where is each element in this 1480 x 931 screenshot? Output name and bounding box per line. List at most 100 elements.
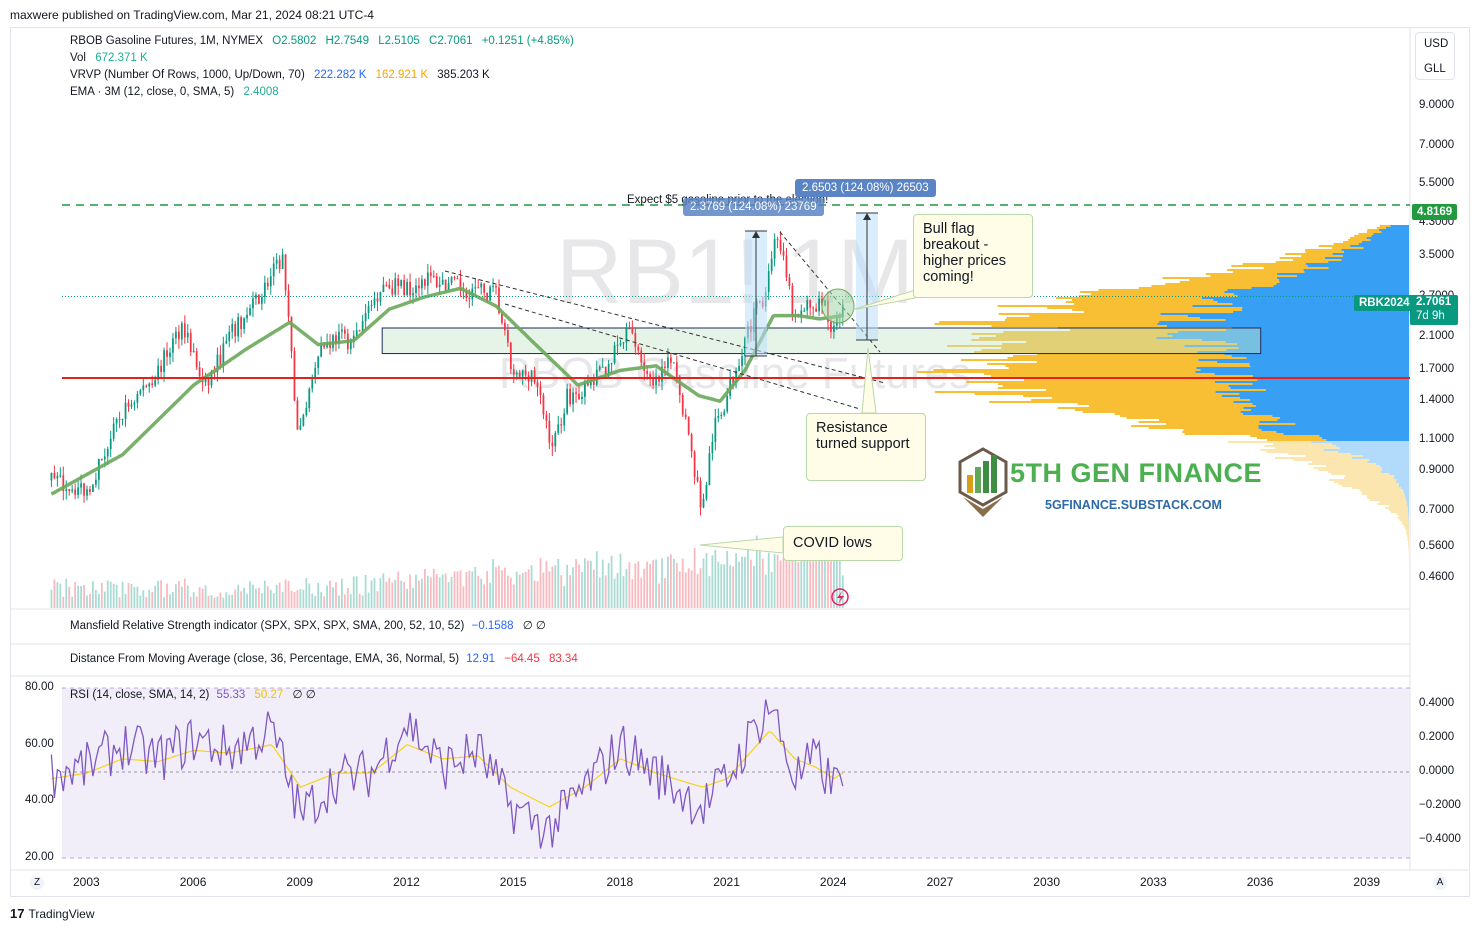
volume-bar <box>370 580 373 608</box>
volume-profile-up-row <box>1195 371 1409 373</box>
candle-body <box>269 276 272 287</box>
volume-bar <box>216 596 219 608</box>
volume-profile-down-row <box>1408 541 1409 543</box>
currency-unit-selector[interactable] <box>1415 32 1455 80</box>
volume-profile-up-row <box>1215 391 1409 393</box>
lightning-icon-glyph <box>837 591 844 604</box>
candle-body <box>456 278 459 280</box>
unit-button[interactable]: GLL <box>1424 63 1446 75</box>
legend-ema[interactable]: EMA · 3M (12, close, 0, SMA, 5) 2.4008 <box>70 86 285 98</box>
covid-callout[interactable]: COVID lows <box>783 526 903 561</box>
candle-body <box>204 378 207 383</box>
volume-bar <box>773 554 776 608</box>
mansfield-legend[interactable]: Mansfield Relative Strength indicator (S… <box>70 618 546 632</box>
rsi-legend[interactable]: RSI (14, close, SMA, 14, 2) 55.33 50.27 … <box>70 687 316 701</box>
volume-profile-up-row <box>1224 291 1409 293</box>
candle-body <box>684 414 687 418</box>
volume-bar <box>204 585 207 608</box>
volume-bar <box>358 593 361 608</box>
bull-flag-callout[interactable]: Bull flag breakout - higher prices comin… <box>913 214 1033 298</box>
volume-profile-up-row <box>1201 297 1409 299</box>
volume-bar <box>95 589 97 608</box>
auto-scale-button[interactable]: A <box>1433 876 1447 890</box>
volume-bar <box>219 592 222 608</box>
volume-profile-up-row <box>1408 517 1409 519</box>
price-tick-label: 1.4000 <box>1419 394 1455 407</box>
volume-bar <box>794 556 797 608</box>
candle-body <box>180 323 183 340</box>
volume-profile-up-row <box>1396 479 1409 481</box>
volume-bar <box>118 597 121 608</box>
candle-body <box>228 331 231 341</box>
zoom-left-button[interactable]: Z <box>30 876 44 890</box>
volume-profile-down-row <box>1406 535 1409 537</box>
volume-profile-down-row <box>1046 389 1266 391</box>
volume-bar <box>320 592 323 608</box>
volume-bar <box>80 585 82 608</box>
candle-body <box>65 489 68 491</box>
volume-bar <box>53 579 56 608</box>
volume-bar <box>604 575 607 608</box>
volume-bar <box>177 581 180 608</box>
candle-body <box>598 366 601 370</box>
candle-body <box>86 489 88 496</box>
volume-profile-up-row <box>1236 343 1409 345</box>
volume-profile-up-row <box>1184 345 1409 347</box>
brand-name: 5TH GEN FINANCE <box>1010 458 1263 488</box>
legend-symbol: RBOB Gasoline Futures, 1M, NYMEX <box>70 35 264 47</box>
candle-body <box>361 321 364 332</box>
volume-bar <box>631 579 634 608</box>
volume-profile-up-row <box>1237 295 1409 297</box>
candle-body <box>551 442 554 447</box>
volume-profile-up-row <box>1371 235 1409 237</box>
volume-profile-down-row <box>1398 515 1409 517</box>
volume-profile-up-row <box>1341 259 1409 261</box>
volume-bar <box>827 531 829 608</box>
volume-profile-down-row <box>1072 309 1242 311</box>
volume-bar <box>824 533 826 608</box>
volume-bar <box>112 583 115 608</box>
currency-button[interactable]: USD <box>1424 38 1449 50</box>
volume-profile-up-row <box>1226 349 1409 351</box>
legend-ema-label: EMA · 3M (12, close, 0, SMA, 5) <box>70 86 235 98</box>
volume-bar <box>86 595 88 608</box>
candle-body <box>607 363 610 375</box>
candle-body <box>702 498 705 508</box>
candle-body <box>400 279 403 287</box>
candle-body <box>776 239 779 241</box>
volume-profile-down-row <box>1184 433 1284 435</box>
legend-main[interactable]: RBOB Gasoline Futures, 1M, NYMEX O2.5802… <box>70 35 580 47</box>
volume-profile-down-row <box>1232 271 1305 273</box>
volume-profile-down-row <box>989 401 1234 403</box>
volume-profile-up-row <box>1276 277 1409 279</box>
candle-body <box>548 420 551 443</box>
volume-bar <box>589 561 592 608</box>
volume-profile-up-row <box>1228 385 1409 387</box>
legend-volume[interactable]: Vol 672.371 K <box>70 52 154 64</box>
legend-vrvp[interactable]: VRVP (Number Of Rows, 1000, Up/Down, 70)… <box>70 69 496 81</box>
volume-profile-down-row <box>1348 239 1371 241</box>
candle-body <box>329 342 331 349</box>
candle-body <box>225 340 228 344</box>
dma-legend[interactable]: Distance From Moving Average (close, 36,… <box>70 653 578 665</box>
volume-bar <box>474 566 477 608</box>
volume-bar <box>818 536 820 608</box>
volume-bar <box>803 538 806 608</box>
volume-profile-down-row <box>1005 319 1226 321</box>
volume-profile-down-row <box>1029 315 1188 317</box>
volume-profile-up-row <box>1239 397 1409 399</box>
candle-body <box>272 263 275 277</box>
volume-bar <box>142 590 145 608</box>
volume-bar <box>249 581 251 608</box>
lightning-icon[interactable] <box>831 588 849 606</box>
volume-bar <box>613 578 616 608</box>
candle-body <box>509 342 512 370</box>
volume-bar <box>830 549 832 608</box>
candle-body <box>186 332 189 338</box>
volume-bar <box>622 576 625 608</box>
resistance-callout[interactable]: Resistance turned support <box>806 413 926 481</box>
target-price-tag: 4.8169 <box>1412 204 1458 220</box>
tradingview-footer[interactable]: 17 TradingView <box>10 906 95 921</box>
candle-body <box>418 285 420 289</box>
